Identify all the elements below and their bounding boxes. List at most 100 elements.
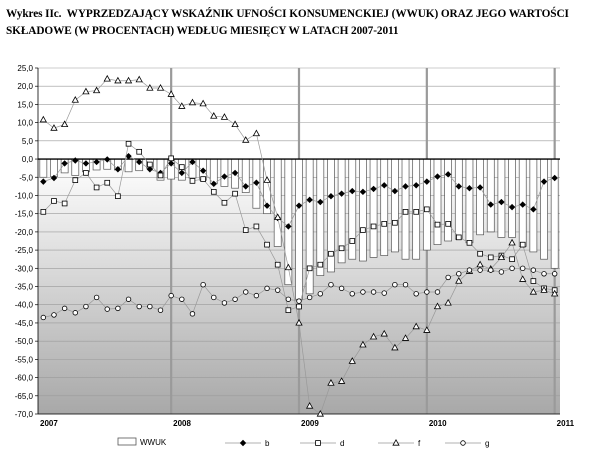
point-square	[455, 234, 462, 241]
point-triangle	[124, 76, 133, 84]
figure-label: Wykres IIc.	[6, 8, 62, 20]
point-triangle	[284, 263, 293, 271]
point-circle	[370, 289, 377, 295]
point-triangle	[92, 86, 101, 94]
point-circle	[221, 300, 228, 306]
point-triangle	[508, 238, 516, 246]
point-circle	[93, 294, 100, 301]
point-diamond	[199, 167, 207, 174]
point-square	[221, 199, 228, 206]
bar	[486, 158, 495, 233]
point-triangle	[146, 84, 154, 91]
bar	[359, 158, 367, 262]
point-square	[264, 241, 270, 248]
point-circle	[168, 292, 174, 299]
point-triangle	[423, 326, 431, 333]
point-circle	[349, 291, 355, 297]
point-triangle	[274, 213, 282, 220]
point-diamond	[434, 173, 441, 180]
point-diamond	[93, 158, 100, 166]
y-tick-label: 20,0	[17, 82, 33, 91]
point-square	[519, 241, 526, 248]
bar	[220, 158, 229, 187]
figure-title-line1: WYPRZEDZAJĄCY WSKAŹNIK UFNOŚCI KONSUMENC…	[66, 8, 569, 20]
point-triangle	[71, 96, 79, 103]
point-diamond	[338, 190, 345, 197]
bar	[476, 158, 484, 236]
bar	[433, 158, 442, 245]
y-tick-label: -70,0	[15, 410, 34, 419]
point-square	[360, 227, 366, 233]
point-circle	[551, 271, 558, 277]
point-square	[93, 184, 100, 191]
bar	[454, 158, 463, 240]
point-circle	[40, 314, 47, 321]
point-square	[51, 198, 57, 204]
y-tick-label: -5,0	[19, 173, 33, 182]
point-diamond	[104, 156, 111, 163]
point-circle	[274, 287, 281, 293]
point-circle	[360, 289, 366, 295]
point-diamond	[317, 198, 324, 206]
point-diamond	[178, 169, 186, 177]
point-square	[413, 209, 419, 215]
point-diamond	[381, 182, 388, 189]
point-circle	[211, 294, 217, 301]
point-diamond	[239, 439, 247, 447]
point-square	[349, 238, 356, 244]
bar	[529, 158, 538, 253]
point-triangle	[156, 84, 165, 91]
point-triangle	[316, 409, 324, 417]
point-circle	[200, 282, 206, 288]
point-triangle	[519, 275, 527, 282]
point-diamond	[72, 157, 79, 164]
point-triangle	[337, 377, 346, 384]
point-triangle	[50, 124, 58, 131]
point-circle	[328, 282, 334, 288]
point-circle	[520, 265, 526, 272]
point-circle	[477, 267, 483, 273]
point-square	[445, 221, 451, 227]
legend-label: b	[265, 439, 270, 448]
point-diamond	[327, 193, 335, 200]
point-square	[392, 219, 398, 226]
point-circle	[530, 267, 537, 273]
point-circle	[243, 289, 249, 295]
point-circle	[509, 265, 515, 272]
point-square	[328, 250, 334, 257]
point-diamond	[391, 187, 399, 195]
point-circle	[115, 305, 121, 312]
point-square	[189, 178, 196, 184]
point-diamond	[114, 166, 122, 173]
point-triangle	[392, 438, 400, 446]
point-square	[232, 190, 238, 197]
point-circle	[104, 306, 110, 312]
point-square	[285, 307, 292, 313]
point-square	[315, 440, 321, 446]
bar	[124, 158, 133, 173]
point-triangle	[444, 298, 452, 306]
bar	[391, 158, 399, 253]
point-circle	[392, 282, 398, 288]
point-square	[40, 209, 47, 215]
point-diamond	[402, 183, 409, 190]
point-square	[242, 227, 249, 233]
point-square	[530, 278, 537, 284]
series-g	[40, 265, 558, 321]
point-diamond	[466, 184, 473, 192]
point-triangle	[348, 357, 356, 364]
point-square	[424, 206, 430, 213]
bar	[273, 158, 282, 247]
y-tick-label: -10,0	[15, 191, 34, 200]
point-square	[296, 303, 302, 310]
point-square	[477, 250, 483, 257]
point-square	[179, 164, 185, 170]
point-triangle	[210, 112, 218, 119]
point-circle	[296, 298, 302, 304]
y-tick-label: -60,0	[15, 374, 34, 383]
point-diamond	[455, 183, 462, 190]
point-diamond	[125, 152, 132, 160]
point-triangle	[60, 120, 69, 128]
point-diamond	[444, 171, 452, 178]
point-diamond	[242, 183, 249, 190]
